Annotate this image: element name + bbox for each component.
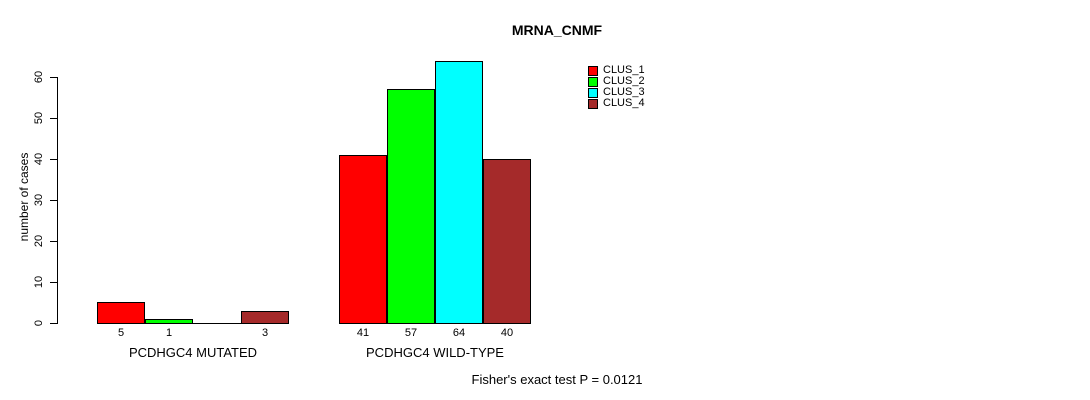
x-category-label-wildtype: PCDHGC4 WILD-TYPE	[366, 345, 504, 360]
y-axis-tick-label: 10	[33, 275, 45, 289]
y-axis-tick	[50, 118, 57, 119]
y-axis-tick	[50, 241, 57, 242]
bar-clus_4	[483, 159, 531, 324]
y-axis-tick-label: 20	[33, 234, 45, 248]
fisher-test-annotation: Fisher's exact test P = 0.0121	[471, 372, 643, 387]
x-category-label-mutated: PCDHGC4 MUTATED	[128, 345, 258, 360]
legend-label: CLUS_3	[603, 86, 645, 98]
legend-entry-clus_3: CLUS_3	[588, 87, 645, 98]
legend-label: CLUS_4	[603, 97, 645, 109]
legend-entry-clus_4: CLUS_4	[588, 98, 645, 109]
legend-swatch-icon	[588, 98, 598, 109]
legend-entry-clus_1: CLUS_1	[588, 65, 645, 76]
chart-legend: CLUS_1 CLUS_2 CLUS_3 CLUS_4	[588, 65, 645, 109]
bar-count-label: 3	[261, 327, 269, 339]
bar-clus_1	[339, 155, 387, 324]
bar-count-label: 40	[500, 327, 514, 339]
bar-clus_4	[241, 311, 289, 324]
y-axis-tick-label: 50	[33, 111, 45, 125]
bar-clus_2	[387, 89, 435, 324]
legend-label: CLUS_2	[603, 75, 645, 87]
y-axis-tick-label: 30	[33, 193, 45, 207]
y-axis-tick-label: 60	[33, 70, 45, 84]
y-axis-tick	[50, 159, 57, 160]
bar-count-label: 1	[165, 327, 173, 339]
y-axis-tick-label: 40	[33, 152, 45, 166]
bar-count-label: 41	[356, 327, 370, 339]
bar-clus_3	[435, 61, 483, 324]
bar-count-label: 5	[117, 327, 125, 339]
y-axis-tick-label: 0	[33, 319, 45, 327]
bar-count-label: 57	[404, 327, 418, 339]
legend-swatch-icon	[588, 65, 598, 76]
legend-swatch-icon	[588, 87, 598, 98]
legend-label: CLUS_1	[603, 64, 645, 76]
bar-clus_2	[145, 319, 193, 324]
y-axis-tick	[50, 200, 57, 201]
bar-clus_1	[97, 302, 145, 324]
bar-clus_3-zero	[193, 323, 241, 324]
y-axis-line	[57, 77, 58, 324]
y-axis-title: number of cases	[17, 152, 31, 242]
bar-count-label: 64	[452, 327, 466, 339]
y-axis-tick	[50, 77, 57, 78]
y-axis-tick	[50, 323, 57, 324]
y-axis-tick	[50, 282, 57, 283]
legend-entry-clus_2: CLUS_2	[588, 76, 645, 87]
chart-title: MRNA_CNMF	[511, 22, 603, 38]
legend-swatch-icon	[588, 76, 598, 87]
